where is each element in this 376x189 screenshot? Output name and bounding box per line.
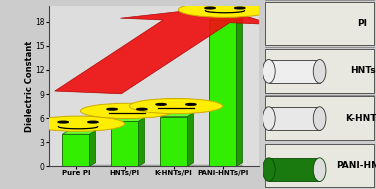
Polygon shape (160, 113, 194, 116)
FancyBboxPatch shape (265, 49, 374, 93)
Polygon shape (209, 16, 243, 20)
Circle shape (137, 108, 147, 110)
Bar (160, 116, 187, 166)
Circle shape (156, 104, 166, 105)
Circle shape (235, 7, 245, 9)
Polygon shape (187, 113, 194, 166)
FancyBboxPatch shape (265, 2, 374, 45)
Ellipse shape (313, 60, 326, 83)
Ellipse shape (262, 158, 275, 181)
Polygon shape (62, 131, 96, 134)
Ellipse shape (262, 107, 275, 130)
Text: PANI-HNTs: PANI-HNTs (336, 161, 376, 170)
Ellipse shape (313, 107, 326, 130)
Circle shape (179, 2, 271, 17)
Circle shape (58, 121, 68, 123)
Circle shape (186, 104, 196, 105)
Circle shape (88, 121, 98, 123)
Circle shape (107, 108, 117, 110)
Polygon shape (62, 165, 243, 169)
Bar (269, 107, 320, 130)
Bar (269, 158, 320, 181)
Bar (209, 20, 236, 166)
Text: PI: PI (358, 19, 367, 28)
Circle shape (205, 7, 215, 9)
Polygon shape (89, 131, 96, 166)
Circle shape (80, 103, 174, 119)
Bar (111, 121, 138, 166)
FancyBboxPatch shape (265, 96, 374, 140)
FancyBboxPatch shape (265, 144, 374, 187)
Ellipse shape (313, 158, 326, 181)
Circle shape (129, 98, 223, 114)
Bar (269, 60, 320, 83)
Ellipse shape (262, 60, 275, 83)
Polygon shape (236, 16, 243, 166)
Y-axis label: Dielectric Constant: Dielectric Constant (25, 40, 34, 132)
Bar (62, 134, 89, 166)
Text: HNTs: HNTs (350, 66, 375, 75)
Circle shape (32, 116, 124, 131)
Polygon shape (138, 118, 145, 166)
Polygon shape (111, 118, 145, 121)
Text: K-HNTs: K-HNTs (345, 114, 376, 123)
Polygon shape (55, 7, 273, 94)
